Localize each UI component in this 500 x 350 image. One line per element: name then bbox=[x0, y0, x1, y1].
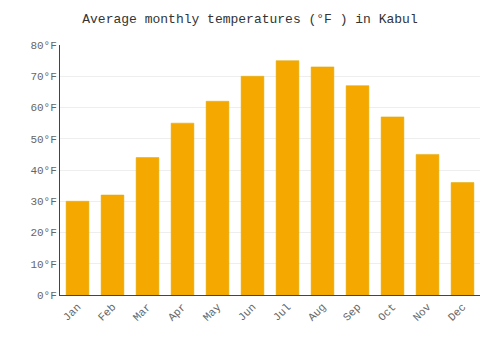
svg-text:30°F: 30°F bbox=[30, 196, 56, 208]
svg-text:Jan: Jan bbox=[61, 301, 83, 323]
svg-text:60°F: 60°F bbox=[30, 102, 56, 114]
svg-text:50°F: 50°F bbox=[30, 134, 56, 146]
svg-text:80°F: 80°F bbox=[30, 40, 56, 52]
svg-text:20°F: 20°F bbox=[30, 227, 56, 239]
svg-text:70°F: 70°F bbox=[30, 71, 56, 83]
svg-text:Nov: Nov bbox=[411, 301, 434, 324]
svg-text:Mar: Mar bbox=[131, 301, 153, 323]
svg-text:Feb: Feb bbox=[96, 301, 118, 323]
svg-text:40°F: 40°F bbox=[30, 165, 56, 177]
svg-text:Sep: Sep bbox=[341, 301, 363, 323]
svg-text:Aug: Aug bbox=[306, 301, 328, 323]
svg-text:Jun: Jun bbox=[236, 301, 258, 323]
svg-text:Average monthly temperatures (: Average monthly temperatures (°F ) in Ka… bbox=[82, 12, 418, 27]
svg-text:Jul: Jul bbox=[271, 301, 293, 323]
svg-text:Apr: Apr bbox=[166, 301, 188, 323]
svg-text:May: May bbox=[201, 301, 224, 324]
svg-text:Dec: Dec bbox=[446, 301, 468, 323]
svg-text:0°F: 0°F bbox=[37, 290, 57, 302]
svg-text:10°F: 10°F bbox=[30, 259, 56, 271]
svg-text:Oct: Oct bbox=[376, 301, 398, 323]
